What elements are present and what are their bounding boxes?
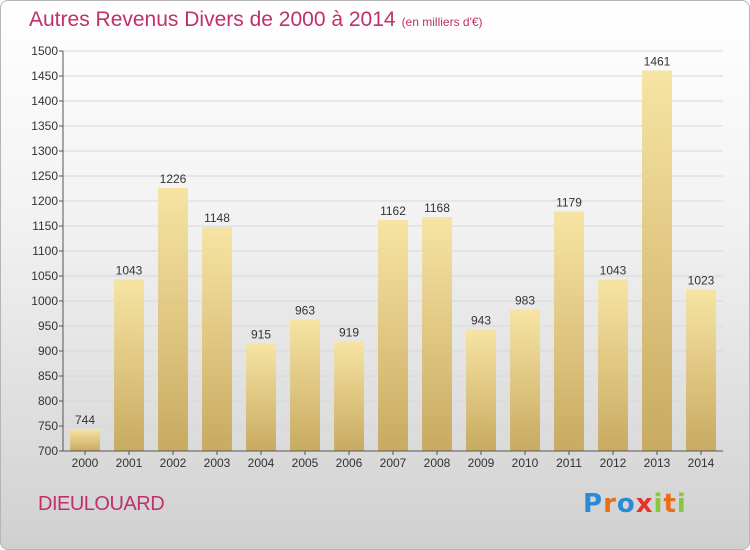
location-label: DIEULOUARD [38,493,165,515]
data-label: 919 [339,326,359,340]
bar [70,429,100,451]
bar [114,279,144,451]
x-tick-label: 2006 [336,456,363,470]
y-tick-label: 1000 [31,294,58,308]
x-tick-label: 2011 [556,456,582,470]
data-label: 1179 [556,196,582,210]
data-label: 1461 [644,55,671,69]
bar [598,279,628,451]
data-label: 1162 [380,204,406,218]
data-label: 1168 [424,201,450,215]
chart-title: Autres Revenus Divers de 2000 à 2014 (en … [29,8,483,32]
bar [290,319,320,451]
data-label: 1043 [600,264,627,278]
bar [202,227,232,451]
chart-subtitle: (en milliers d'€) [401,15,483,29]
y-tick-label: 1450 [31,69,58,83]
x-tick-label: 2013 [644,456,671,470]
x-tick-label: 2008 [424,456,451,470]
y-tick-label: 1400 [31,94,58,108]
bar [642,70,672,451]
data-label: 1226 [160,172,187,186]
data-label: 744 [75,413,95,427]
x-tick-label: 2012 [600,456,627,470]
y-tick-label: 700 [38,444,58,458]
data-label: 1023 [688,274,715,288]
x-tick-label: 2002 [160,456,187,470]
logo-letter: o [616,489,636,519]
bar [246,343,276,451]
data-label: 983 [515,294,535,308]
bar [466,329,496,451]
bar [686,289,716,451]
x-tick-label: 2003 [204,456,231,470]
proxiti-logo: Proxiti [583,489,687,519]
data-label: 963 [295,304,315,318]
y-tick-label: 1200 [31,194,58,208]
y-tick-label: 750 [38,419,58,433]
bar [422,217,452,451]
y-tick-label: 1050 [31,269,58,283]
y-tick-label: 850 [38,369,58,383]
data-label: 943 [471,314,491,328]
y-tick-label: 1500 [31,44,58,58]
logo-letter: r [603,489,617,519]
bar [554,211,584,451]
data-label: 915 [251,328,271,342]
y-tick-label: 1300 [31,144,58,158]
x-tick-label: 2009 [468,456,495,470]
bar [510,309,540,451]
bar [158,188,188,451]
y-tick-label: 1350 [31,119,58,133]
logo-letter: i [653,489,664,519]
y-tick-label: 1100 [32,244,58,258]
y-tick-label: 950 [38,319,58,333]
y-tick-label: 900 [38,344,58,358]
x-tick-label: 2010 [512,456,539,470]
x-tick-label: 2001 [116,456,143,470]
logo-letter: i [676,489,687,519]
logo-letter: P [583,489,604,519]
x-tick-label: 2000 [72,456,99,470]
logo-letter: x [635,489,654,519]
bar [378,220,408,451]
y-tick-label: 1150 [32,219,58,233]
x-tick-label: 2007 [380,456,407,470]
x-tick-label: 2005 [292,456,319,470]
bar [334,341,364,451]
title-text: Autres Revenus Divers de 2000 à 2014 [29,8,396,31]
y-tick-label: 1250 [31,169,58,183]
x-tick-label: 2014 [688,456,715,470]
y-tick-label: 800 [38,394,58,408]
data-label: 1148 [204,211,230,225]
x-tick-label: 2004 [248,456,275,470]
data-label: 1043 [116,264,143,278]
logo-letter: t [663,489,677,519]
